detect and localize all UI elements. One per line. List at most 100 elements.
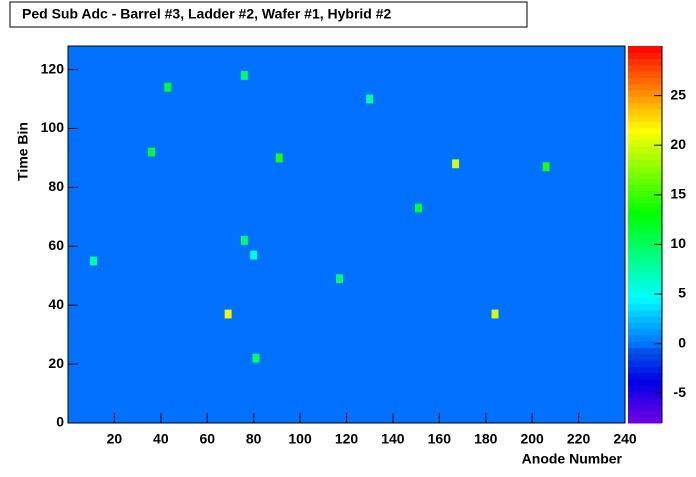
colorbar-step [628, 221, 662, 229]
x-tick-label: 20 [107, 431, 123, 447]
x-axis-title: Anode Number [522, 451, 623, 467]
z-tick-label: 5 [678, 285, 686, 301]
colorbar-step [628, 171, 662, 179]
z-tick-label: 20 [670, 136, 686, 152]
colorbar-step [628, 265, 662, 273]
heatmap-cell [224, 309, 232, 319]
colorbar-step [628, 404, 662, 411]
x-tick-label: 80 [246, 431, 262, 447]
colorbar-step [628, 177, 662, 185]
colorbar-step [628, 140, 662, 148]
colorbar-step [628, 152, 662, 160]
colorbar-step [628, 203, 662, 210]
x-tick-label: 220 [567, 431, 591, 447]
colorbar-step [628, 385, 662, 393]
heatmap-cell [90, 256, 98, 266]
colorbar-step [628, 146, 662, 154]
z-tick-label: 25 [670, 86, 686, 102]
colorbar-step [628, 335, 662, 342]
colorbar-step [628, 372, 662, 380]
x-tick-label: 100 [288, 431, 312, 447]
heatmap-cell [491, 309, 499, 319]
colorbar-step [628, 284, 662, 292]
colorbar-step [628, 83, 662, 91]
y-tick-label: 100 [41, 119, 65, 135]
x-tick-label: 160 [428, 431, 452, 447]
colorbar-step [628, 96, 662, 104]
colorbar-step [628, 133, 662, 141]
colorbar-step [628, 165, 662, 173]
colorbar-step [628, 234, 662, 242]
heatmap-cell [250, 250, 258, 260]
y-tick-label: 0 [56, 414, 64, 430]
colorbar-step [628, 303, 662, 311]
y-axis-title: Time Bin [15, 122, 31, 181]
colorbar-step [628, 253, 662, 261]
colorbar-step [628, 121, 662, 129]
heatmap-cell [240, 71, 248, 80]
z-tick-label: 15 [670, 186, 686, 202]
heatmap-cell [164, 82, 172, 92]
colorbar-step [628, 52, 662, 60]
x-tick-label: 60 [199, 431, 215, 447]
colorbar-step [628, 184, 662, 192]
colorbar-step [628, 316, 662, 323]
colorbar-step [628, 209, 662, 217]
colorbar-step [628, 309, 662, 317]
x-tick-label: 40 [153, 431, 169, 447]
colorbar-step [628, 71, 662, 78]
colorbar-step [628, 272, 662, 279]
z-tick-label: 10 [670, 235, 686, 251]
colorbar-step [628, 108, 662, 116]
heatmap-cell [275, 153, 283, 163]
colorbar-step [628, 89, 662, 97]
colorbar-step [628, 115, 662, 122]
colorbar-step [628, 102, 662, 110]
z-tick-label: -5 [674, 384, 687, 400]
colorbar-step [628, 341, 662, 349]
x-tick-label: 120 [335, 431, 359, 447]
x-tick-label: 240 [613, 431, 637, 447]
colorbar-step [628, 196, 662, 204]
colorbar-step [628, 360, 662, 367]
y-tick-label: 120 [41, 60, 65, 76]
colorbar-step [628, 77, 662, 85]
colorbar-step [628, 416, 662, 424]
colorbar-step [628, 379, 662, 386]
heatmap-cell [452, 159, 460, 169]
heatmap-cell [542, 162, 550, 172]
colorbar-step [628, 297, 662, 305]
colorbar-step [628, 397, 662, 405]
colorbar-step [628, 46, 662, 53]
heatmap-cell [252, 353, 260, 363]
colorbar-step [628, 127, 662, 135]
colorbar-step [628, 159, 662, 166]
heatmap-cell [240, 235, 248, 245]
colorbar-step [628, 353, 662, 361]
colorbar-step [628, 278, 662, 286]
heatmap-background [68, 46, 625, 423]
colorbar-step [628, 247, 662, 254]
colorbar-step [628, 328, 662, 336]
x-tick-label: 140 [381, 431, 405, 447]
y-tick-label: 40 [48, 296, 64, 312]
colorbar-step [628, 259, 662, 267]
x-tick-label: 180 [474, 431, 498, 447]
y-tick-label: 60 [48, 237, 64, 253]
colorbar-step [628, 58, 662, 66]
colorbar-step [628, 291, 662, 298]
heatmap-cell [366, 94, 374, 104]
colorbar-step [628, 391, 662, 399]
colorbar-step [628, 215, 662, 223]
y-tick-label: 80 [48, 178, 64, 194]
colorbar-step [628, 64, 662, 72]
z-tick-label: 0 [678, 334, 686, 350]
colorbar-step [628, 190, 662, 198]
title-box [9, 1, 528, 28]
y-tick-label: 20 [48, 355, 64, 371]
colorbar-step [628, 366, 662, 374]
colorbar-step [628, 228, 662, 235]
heatmap-cell [414, 203, 422, 213]
heatmap-cell [148, 147, 156, 157]
